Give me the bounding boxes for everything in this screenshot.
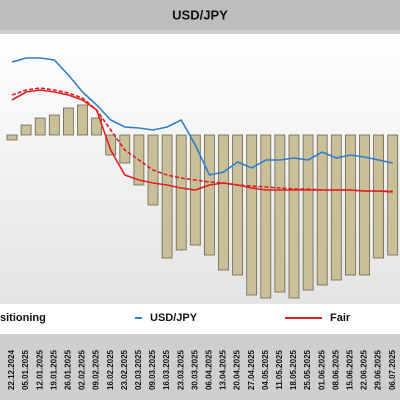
bar — [246, 134, 258, 296]
bar — [288, 134, 300, 299]
x-tick-label: 04.05.2025 — [261, 349, 270, 390]
bar — [105, 134, 117, 156]
x-tick-label: 15.06.2025 — [346, 349, 355, 390]
title-bar — [0, 0, 400, 30]
bar — [302, 134, 314, 291]
bar — [316, 134, 328, 286]
x-tick-label: 13.04.2025 — [219, 349, 228, 390]
x-tick-label: 12.01.2025 — [35, 349, 44, 390]
x-tick-label: 16.02.2025 — [106, 349, 115, 390]
x-tick-label: 29.06.2025 — [374, 349, 383, 390]
x-tick-label: 02.03.2025 — [134, 349, 143, 390]
chart-title: USD/JPY — [172, 7, 228, 22]
legend-area — [0, 304, 400, 334]
x-tick-label: 22.12.2024 — [7, 349, 16, 390]
x-tick-label: 18.05.2025 — [289, 349, 298, 390]
bar — [232, 134, 244, 276]
bar — [387, 134, 399, 256]
bar — [63, 107, 74, 136]
x-tick-label: 16.03.2025 — [162, 349, 171, 390]
line-series — [11, 87, 393, 192]
x-tick-label: 08.06.2025 — [331, 349, 340, 390]
bar — [6, 134, 18, 141]
bar — [20, 124, 32, 136]
x-tick-label: 06.04.2025 — [205, 349, 214, 390]
x-tick-label: 25.05.2025 — [303, 349, 312, 390]
bar — [359, 134, 370, 276]
bar — [373, 134, 385, 259]
bar — [330, 134, 342, 281]
x-tick-label: 01.06.2025 — [317, 349, 326, 390]
x-tick-label: 23.02.2025 — [120, 349, 129, 390]
x-tick-label: 02.02.2025 — [78, 349, 87, 390]
bar — [274, 134, 286, 293]
bar — [203, 134, 215, 256]
x-tick-label: 19.01.2025 — [49, 349, 58, 390]
x-tick-label: 23.03.2025 — [176, 349, 185, 390]
bar — [77, 104, 88, 136]
x-tick-label: 05.01.2025 — [21, 349, 30, 390]
x-tick-label: 09.02.2025 — [92, 349, 101, 390]
bar — [260, 134, 272, 299]
legend-label: USD/JPY — [150, 312, 198, 324]
bar — [161, 134, 173, 259]
x-tick-label: 20.04.2025 — [233, 349, 242, 390]
x-tick-label: 26.01.2025 — [64, 349, 73, 390]
bar — [48, 114, 60, 136]
bar — [344, 134, 356, 276]
x-tick-label: 11.05.2025 — [275, 350, 284, 390]
x-tick-label: 27.04.2025 — [247, 349, 256, 390]
bar — [175, 134, 187, 251]
legend-label: Fair — [330, 312, 351, 324]
line-series — [11, 89, 393, 193]
bar — [34, 117, 46, 136]
x-tick-label: 30.03.2025 — [190, 349, 199, 390]
line-series — [11, 57, 393, 176]
bar — [218, 134, 229, 271]
x-tick-label: 09.03.2025 — [148, 349, 157, 390]
legend-label: sitioning — [0, 312, 46, 324]
x-tick-label: 22.06.2025 — [360, 349, 369, 390]
x-tick-label: 06.07.2025 — [388, 349, 397, 390]
